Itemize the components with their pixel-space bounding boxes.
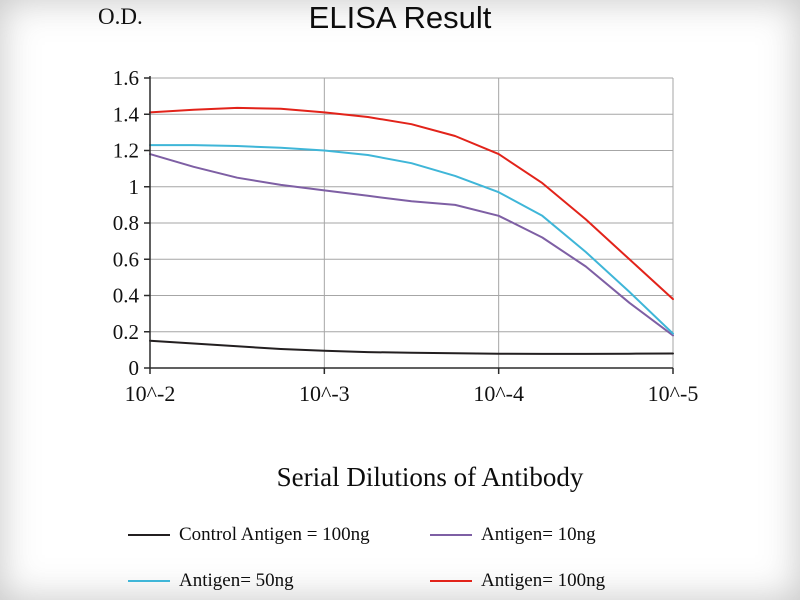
y-tick-label: 0.4 [113, 284, 140, 308]
y-tick-label: 0.2 [113, 320, 139, 344]
y-axis-title: O.D. [98, 4, 143, 29]
legend-line-swatch-cyan [128, 580, 170, 582]
series-line-0 [149, 339, 674, 355]
y-tick-label: 0 [129, 356, 140, 380]
y-tick-label: 1.4 [113, 102, 140, 126]
legend-item-antigen-50ng: Antigen= 50ng [128, 570, 430, 592]
legend-item-antigen-10ng: Antigen= 10ng [430, 524, 605, 546]
series-line-1 [149, 153, 674, 337]
x-tick-label: 10^-2 [125, 381, 176, 406]
x-tick-label: 10^-3 [299, 381, 350, 406]
y-tick-label: 1.6 [113, 66, 139, 90]
legend-label: Antigen= 100ng [481, 570, 606, 591]
legend-label: Control Antigen = 100ng [179, 524, 370, 545]
y-tick-label: 0.6 [113, 247, 139, 271]
legend-label: Antigen= 50ng [179, 570, 294, 591]
y-tick-label: 1.2 [113, 139, 139, 163]
y-tick-label: 1 [129, 175, 140, 199]
legend-line-swatch-purple [430, 534, 472, 536]
legend-label: Antigen= 10ng [481, 524, 596, 545]
chart-title: ELISA Result [308, 0, 492, 35]
legend-line-swatch-red [430, 580, 472, 582]
y-tick-label: 0.8 [113, 211, 139, 235]
x-axis-title: Serial Dilutions of Antibody [276, 462, 584, 492]
series-line-3 [149, 106, 674, 301]
legend-line-swatch-black [128, 534, 170, 536]
x-tick-label: 10^-5 [648, 381, 699, 406]
legend: Control Antigen = 100ng Antigen= 10ng An… [128, 524, 605, 592]
legend-item-control-antigen: Control Antigen = 100ng [128, 524, 430, 546]
series-line-2 [149, 144, 674, 335]
legend-item-antigen-100ng: Antigen= 100ng [430, 570, 605, 592]
x-tick-label: 10^-4 [473, 381, 524, 406]
